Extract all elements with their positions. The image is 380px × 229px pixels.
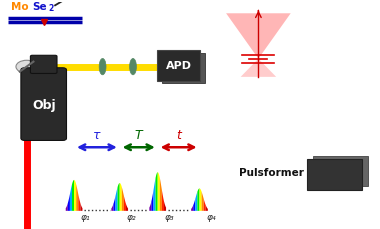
Polygon shape [68,194,70,211]
Text: Pulsformer: Pulsformer [239,167,304,177]
Polygon shape [156,172,158,211]
Polygon shape [76,185,78,211]
Polygon shape [126,204,128,211]
Polygon shape [116,187,118,211]
Polygon shape [120,183,122,211]
Polygon shape [66,203,68,211]
Text: APD: APD [166,61,192,71]
Polygon shape [81,203,82,211]
Text: Obj: Obj [32,98,55,111]
Polygon shape [122,187,124,211]
Polygon shape [191,205,193,211]
Ellipse shape [99,59,106,76]
FancyBboxPatch shape [307,160,362,190]
Polygon shape [151,190,154,211]
Text: φ₂: φ₂ [127,212,136,221]
FancyBboxPatch shape [157,51,200,81]
Polygon shape [204,199,206,211]
Polygon shape [70,185,72,211]
Polygon shape [74,180,76,211]
Text: φ₄: φ₄ [206,212,216,221]
Polygon shape [72,180,74,211]
Polygon shape [193,199,195,211]
Polygon shape [113,196,116,211]
Polygon shape [149,201,151,211]
Text: T: T [135,128,142,141]
FancyBboxPatch shape [162,54,205,84]
Polygon shape [164,201,166,211]
Polygon shape [206,205,208,211]
Polygon shape [118,183,120,211]
Text: φ₃: φ₃ [165,212,174,221]
FancyBboxPatch shape [313,156,368,186]
Polygon shape [226,14,291,60]
Polygon shape [200,189,201,211]
Polygon shape [198,189,200,211]
Polygon shape [195,192,198,211]
Polygon shape [124,196,126,211]
Text: t: t [176,128,181,141]
Ellipse shape [130,59,136,76]
Polygon shape [111,204,113,211]
Text: τ: τ [93,128,101,141]
Polygon shape [162,190,164,211]
Text: 2: 2 [49,4,54,13]
Text: φ₁: φ₁ [81,212,90,221]
Polygon shape [154,178,156,211]
Polygon shape [158,172,160,211]
Text: Se: Se [32,2,47,12]
FancyBboxPatch shape [30,56,57,74]
FancyBboxPatch shape [21,68,66,141]
Polygon shape [201,192,204,211]
Polygon shape [78,194,81,211]
Polygon shape [160,178,162,211]
Polygon shape [241,60,276,77]
Circle shape [16,61,37,74]
Text: Mo: Mo [11,2,29,12]
